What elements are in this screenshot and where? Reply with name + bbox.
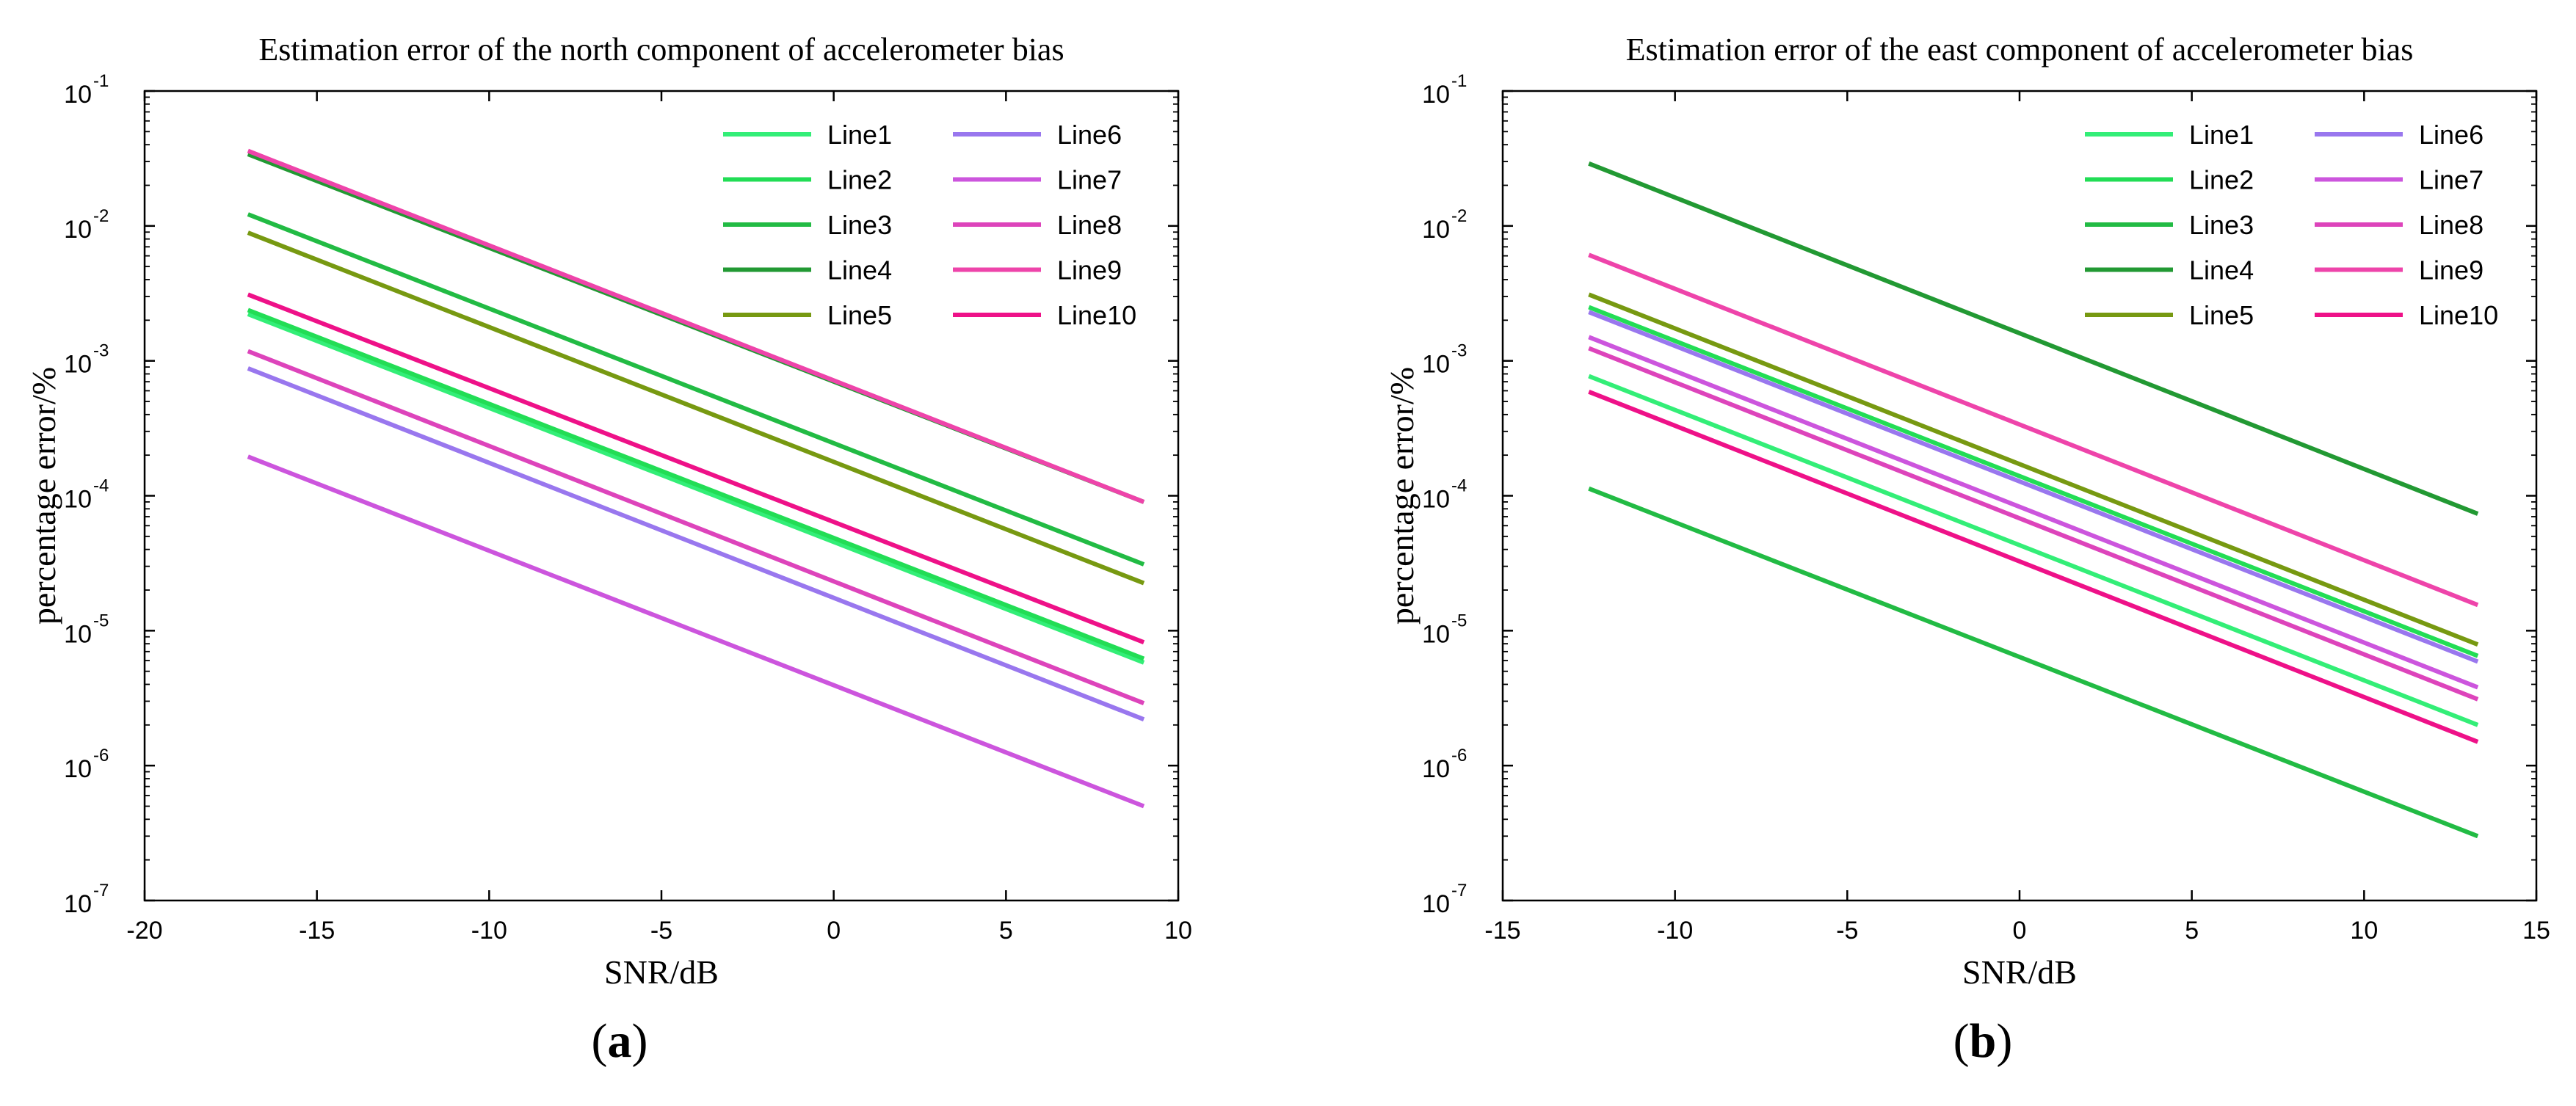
chart-b-x-tick-label: -10 bbox=[1657, 917, 1693, 945]
chart-a-legend-label-line5: Line5 bbox=[827, 300, 892, 330]
chart-a-x-tick-label: -5 bbox=[650, 917, 672, 945]
chart-b-legend-label-line3: Line3 bbox=[2189, 210, 2254, 240]
chart-b-x-tick-label: 15 bbox=[2522, 917, 2550, 945]
chart-a-legend-label-line10: Line10 bbox=[1057, 300, 1136, 330]
chart-a-y-tick-exponent: -2 bbox=[93, 206, 109, 226]
chart-b-title: Estimation error of the east component o… bbox=[1626, 32, 2414, 68]
chart-b-y-tick-exponent: -7 bbox=[1451, 881, 1467, 901]
chart-b-y-tick-label: 10 bbox=[1422, 81, 1450, 109]
chart-b-x-axis-label: SNR/dB bbox=[1962, 953, 2077, 991]
chart-a-legend-label-line4: Line4 bbox=[827, 255, 892, 285]
chart-b-series-line6 bbox=[1588, 310, 2479, 664]
chart-a-series-line7 bbox=[247, 454, 1145, 809]
chart-a-y-tick-label: 10 bbox=[64, 81, 92, 109]
chart-b-y-tick-label: 10 bbox=[1422, 755, 1450, 783]
chart-a-panel-label: (a) bbox=[592, 1014, 648, 1068]
chart-a-series-line10 bbox=[247, 292, 1145, 644]
chart-a-y-tick-label: 10 bbox=[64, 890, 92, 918]
chart-a-legend-label-line3: Line3 bbox=[827, 210, 892, 240]
chart-b-x-tick-label: -5 bbox=[1836, 917, 1858, 945]
chart-b-y-tick-exponent: -2 bbox=[1451, 206, 1467, 226]
chart-a-legend-label-line7: Line7 bbox=[1057, 165, 1122, 195]
chart-b-y-tick-exponent: -1 bbox=[1451, 71, 1467, 91]
chart-b-legend-label-line1: Line1 bbox=[2189, 120, 2254, 150]
chart-b-series-line7 bbox=[1588, 335, 2479, 690]
chart-b-legend-label-line5: Line5 bbox=[2189, 300, 2254, 330]
chart-a-y-tick-exponent: -3 bbox=[93, 341, 109, 361]
chart-b-y-tick-label: 10 bbox=[1422, 486, 1450, 514]
chart-a-y-tick-exponent: -5 bbox=[93, 611, 109, 630]
chart-b-series-line10 bbox=[1588, 390, 2479, 744]
chart-b-panel-label: (b) bbox=[1953, 1014, 2013, 1068]
chart-a-y-tick-exponent: -7 bbox=[93, 881, 109, 901]
chart-a-x-tick-label: -15 bbox=[299, 917, 335, 945]
chart-b-y-tick-exponent: -3 bbox=[1451, 341, 1467, 361]
chart-b-series-line1 bbox=[1588, 374, 2479, 727]
chart-b-y-axis-label: percentage error/% bbox=[1383, 367, 1421, 625]
chart-a-y-tick-label: 10 bbox=[64, 216, 92, 244]
chart-b-x-tick-label: 10 bbox=[2350, 917, 2378, 945]
chart-b-legend-label-line2: Line2 bbox=[2189, 165, 2254, 195]
chart-a-y-tick-exponent: -1 bbox=[93, 71, 109, 91]
chart-b-x-tick-label: -15 bbox=[1484, 917, 1520, 945]
chart-b-y-tick-label: 10 bbox=[1422, 620, 1450, 648]
chart-a-series-line8 bbox=[247, 349, 1145, 705]
chart-b-x-tick-label: 0 bbox=[2013, 917, 2027, 945]
chart-a-plot-frame bbox=[143, 90, 1180, 902]
chart-a-series-line3 bbox=[247, 212, 1145, 567]
chart-b-y-tick-exponent: -4 bbox=[1451, 476, 1467, 496]
chart-a-x-tick-label: -20 bbox=[126, 917, 162, 945]
chart-b-y-tick-label: 10 bbox=[1422, 351, 1450, 379]
chart-b-y-tick-exponent: -5 bbox=[1451, 611, 1467, 630]
chart-b-series-line3 bbox=[1588, 486, 2479, 839]
chart-b-y-tick-label: 10 bbox=[1422, 216, 1450, 244]
chart-a-x-tick-label: 0 bbox=[827, 917, 841, 945]
chart-a-y-tick-label: 10 bbox=[64, 351, 92, 379]
chart-b-y-tick-exponent: -6 bbox=[1451, 746, 1467, 765]
chart-a-series-line1 bbox=[247, 312, 1145, 665]
chart-a-title: Estimation error of the north component … bbox=[258, 32, 1064, 68]
chart-a-y-tick-exponent: -4 bbox=[93, 476, 109, 496]
chart-a-x-tick-label: 10 bbox=[1164, 917, 1192, 945]
chart-b-legend-label-line10: Line10 bbox=[2419, 300, 2498, 330]
chart-a-legend-label-line6: Line6 bbox=[1057, 120, 1122, 150]
chart-a-y-tick-label: 10 bbox=[64, 486, 92, 514]
chart-b-legend-label-line7: Line7 bbox=[2419, 165, 2484, 195]
chart-a-x-tick-label: 5 bbox=[999, 917, 1013, 945]
chart-a-y-tick-label: 10 bbox=[64, 620, 92, 648]
chart-b-x-tick-label: 5 bbox=[2185, 917, 2199, 945]
chart-a-x-tick-label: -10 bbox=[471, 917, 507, 945]
chart-b-y-tick-label: 10 bbox=[1422, 890, 1450, 918]
chart-a-series-line2 bbox=[247, 308, 1145, 661]
chart-b-plot-frame bbox=[1501, 90, 2538, 902]
chart-b-series-line9 bbox=[1588, 252, 2479, 608]
chart-a-legend-label-line2: Line2 bbox=[827, 165, 892, 195]
chart-b-series-line5 bbox=[1588, 292, 2479, 647]
chart-a-series-line6 bbox=[247, 366, 1145, 721]
chart-a-y-tick-label: 10 bbox=[64, 755, 92, 783]
chart-b-legend-label-line4: Line4 bbox=[2189, 255, 2254, 285]
chart-b-legend-label-line6: Line6 bbox=[2419, 120, 2484, 150]
chart-a-legend-label-line1: Line1 bbox=[827, 120, 892, 150]
chart-b-series-line4 bbox=[1588, 161, 2479, 516]
chart-a-y-tick-exponent: -6 bbox=[93, 746, 109, 765]
chart-b-series-line8 bbox=[1588, 346, 2479, 702]
chart-b-legend-label-line8: Line8 bbox=[2419, 210, 2484, 240]
chart-a-x-axis-label: SNR/dB bbox=[604, 953, 719, 991]
chart-b-series-line2 bbox=[1588, 305, 2479, 658]
chart-b-legend-label-line9: Line9 bbox=[2419, 255, 2484, 285]
chart-a-legend-label-line9: Line9 bbox=[1057, 255, 1122, 285]
chart-a-y-axis-label: percentage error/% bbox=[25, 367, 62, 625]
chart-a-legend-label-line8: Line8 bbox=[1057, 210, 1122, 240]
chart-a-series-line9 bbox=[247, 148, 1145, 504]
chart-a-series-line5 bbox=[247, 230, 1145, 586]
